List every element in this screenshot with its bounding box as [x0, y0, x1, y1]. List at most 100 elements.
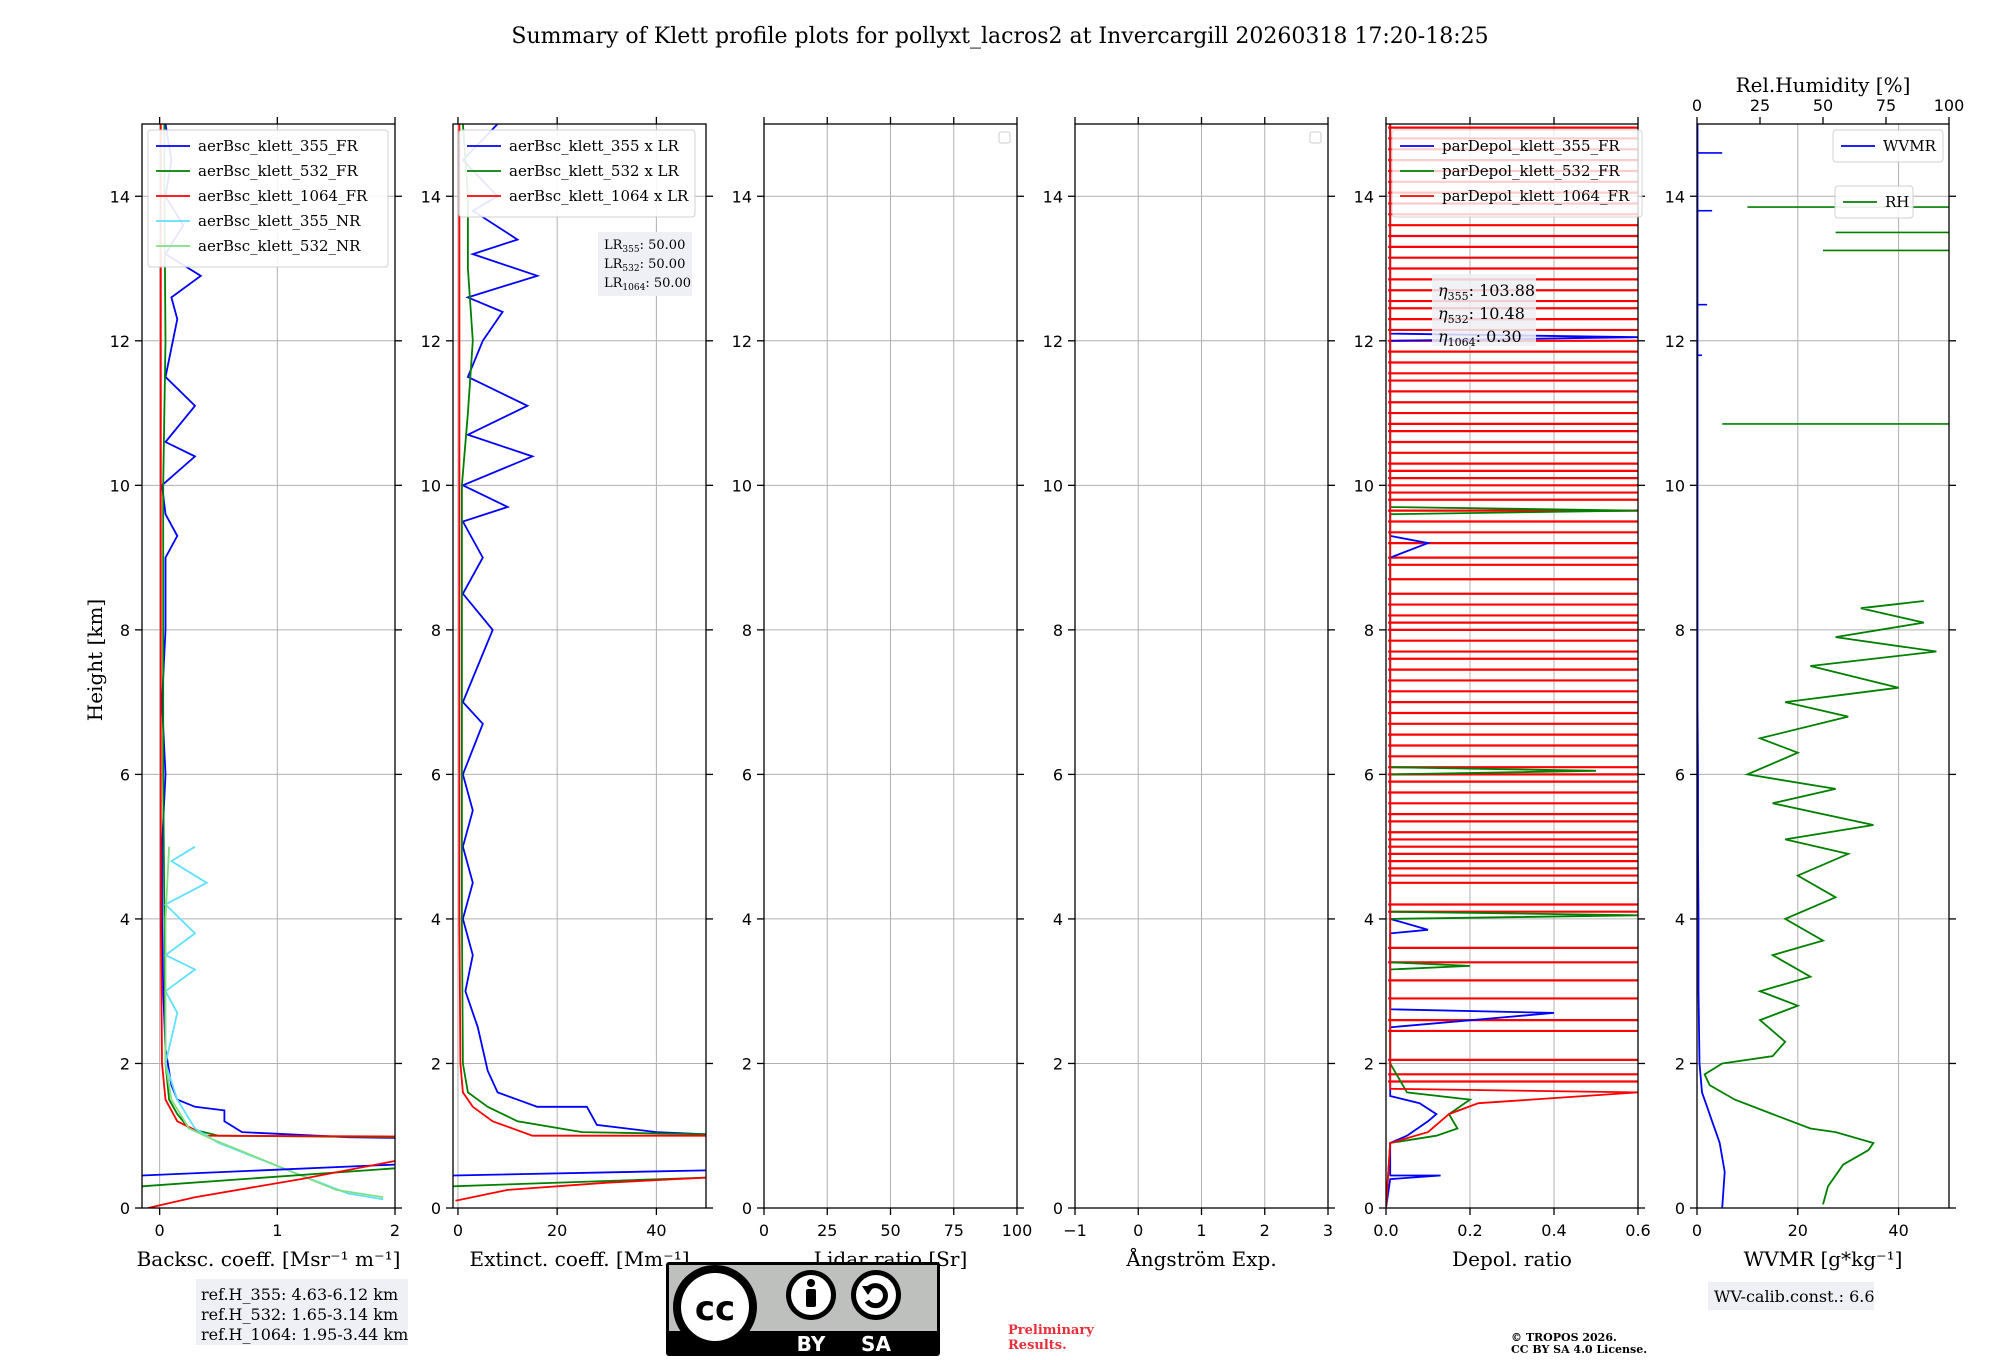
x-axis-label-wvmr: WVMR [g*kg⁻¹] [1744, 1247, 1903, 1271]
eta-value-355: η355: 103.88 [1438, 281, 1535, 303]
y-tick-label: 6 [1053, 765, 1063, 784]
x-tick-label: 0 [453, 1221, 463, 1240]
eta-value-532: η532: 10.48 [1438, 304, 1525, 326]
x-tick-label: 0 [1692, 1221, 1702, 1240]
by-label: BY [797, 1332, 826, 1356]
legend-label-aerBsc_klett_355 x LR: aerBsc_klett_355 x LR [509, 137, 680, 155]
legend-label-parDepol_klett_1064_FR: parDepol_klett_1064_FR [1442, 187, 1630, 205]
axes-frame [1696, 123, 1950, 1209]
sa-icon-arrow [864, 1283, 888, 1309]
x-tick-label: 25 [817, 1221, 837, 1240]
series-line-aerBsc_klett_532_FR [162, 124, 395, 1139]
panel-extinction: 0 20 40 0 2 4 6 8 10 12 14 Extinct. coeff. [Mm⁻¹] ae… [421, 117, 713, 1271]
ref-height-355: ref.H_355: 4.63-6.12 km [201, 1285, 398, 1304]
y-tick-label: 2 [120, 1054, 130, 1073]
series-line-low_355 [142, 1163, 395, 1177]
x-tick-label: 20 [1788, 1221, 1808, 1240]
series-group [1697, 124, 1949, 1208]
y-tick-label: 2 [742, 1054, 752, 1073]
y-tick-label: 8 [431, 621, 441, 640]
y-tick-label: 8 [120, 621, 130, 640]
cc-circle-inner [681, 1273, 749, 1341]
series-line-low_355 [453, 1169, 706, 1177]
y-tick-label: 14 [421, 187, 441, 206]
series-line-WVMR [1697, 124, 1726, 1208]
x-tick-label: 1 [1196, 1221, 1206, 1240]
y-tick-label: 14 [1665, 187, 1685, 206]
sa-icon-arrowhead [862, 1286, 874, 1295]
y-tick-label: 14 [1354, 187, 1374, 206]
series-line-aerBsc_klett_532 x LR [461, 124, 706, 1136]
y-tick-label: 12 [1665, 332, 1685, 351]
x-tick-label: 0.2 [1457, 1221, 1482, 1240]
y-tick-label: 4 [742, 910, 752, 929]
y-tick-label: 0 [431, 1199, 441, 1218]
legend-label-parDepol_klett_355_FR: parDepol_klett_355_FR [1442, 137, 1620, 155]
y-tick-label: 4 [120, 910, 130, 929]
preliminary-line-2: Results. [1008, 1338, 1067, 1353]
y-tick-label: 2 [431, 1054, 441, 1073]
y-tick-label: 2 [1675, 1054, 1685, 1073]
legend-label-aerBsc_klett_532_NR: aerBsc_klett_532_NR [198, 237, 361, 255]
y-tick-label: 12 [1354, 332, 1374, 351]
y-tick-label: 10 [421, 476, 441, 495]
x-tick-label: 0 [759, 1221, 769, 1240]
y-tick-label: 6 [431, 765, 441, 784]
x-axis-label-angstrom: Ångström Exp. [1125, 1246, 1276, 1271]
panel-wvmr: 0 20 40 0 2 4 6 8 10 12 14 WVMR [g*kg⁻¹] 0 25 50 75 100 R… [1665, 73, 1965, 1271]
ref-heights-background [196, 1279, 408, 1345]
rh-tick-label: 75 [1876, 96, 1896, 115]
x-tick-label: 20 [547, 1221, 567, 1240]
y-tick-label: 6 [1364, 765, 1374, 784]
x-tick-label: 2 [390, 1221, 400, 1240]
lr-value-532: LR532: 50.00 [604, 257, 685, 274]
y-tick-label: 8 [1364, 621, 1374, 640]
panel-depol: 0.0 0.2 0.4 0.6 0 2 4 6 8 10 12 14 Depol. ratio parDe… [1354, 117, 1651, 1271]
y-tick-label: 2 [1364, 1054, 1374, 1073]
sa-label: SA [861, 1332, 891, 1356]
legend-box [1391, 129, 1643, 218]
x-axis-label-depol: Depol. ratio [1452, 1247, 1572, 1271]
x-axis-label-backscatter: Backsc. coeff. [Msr⁻¹ m⁻¹] [137, 1247, 401, 1271]
x-tick-label: 3 [1323, 1221, 1333, 1240]
rh-tick-label: 25 [1750, 96, 1770, 115]
axes-frame [1385, 123, 1639, 1209]
eta-box-background [1432, 274, 1536, 346]
y-tick-label: 0 [1364, 1199, 1374, 1218]
x-tick-label: 1 [272, 1221, 282, 1240]
y-tick-label: 4 [1053, 910, 1063, 929]
y-tick-label: 0 [1675, 1199, 1685, 1218]
lr-box-background [598, 232, 692, 296]
x-tick-label: 0.0 [1373, 1221, 1398, 1240]
y-tick-label: 10 [732, 476, 752, 495]
x-tick-label: 100 [1002, 1221, 1033, 1240]
x-tick-label: 0 [155, 1221, 165, 1240]
legend-label-aerBsc_klett_532_FR: aerBsc_klett_532_FR [198, 162, 358, 180]
rh-tick-label: 0 [1692, 96, 1702, 115]
figure-title: Summary of Klett profile plots for polly… [511, 24, 1488, 49]
empty-legend-box [1309, 131, 1322, 144]
series-line-low_532 [142, 1167, 395, 1188]
wv-calib-text: WV-calib.const.: 6.6 [1714, 1287, 1875, 1306]
y-tick-label: 8 [742, 621, 752, 640]
y-tick-label: 14 [1043, 187, 1063, 206]
x-tick-label: 40 [646, 1221, 666, 1240]
copyright-line-2: CC BY SA 4.0 License. [1511, 1343, 1647, 1356]
ref-height-1064: ref.H_1064: 1.95-3.44 km [201, 1325, 408, 1344]
y-tick-label: 2 [1053, 1054, 1063, 1073]
eta-value-1064: η1064: 0.30 [1438, 327, 1522, 349]
x-tick-label: 0.6 [1625, 1221, 1650, 1240]
y-tick-label: 0 [120, 1199, 130, 1218]
wv-calib-box: WV-calib.const.: 6.6 [1708, 1282, 1875, 1310]
legend-box-WVMR [1832, 129, 1944, 163]
copyright-line-1: © TROPOS 2026. [1511, 1331, 1617, 1344]
legend-label-aerBsc_klett_532 x LR: aerBsc_klett_532 x LR [509, 162, 680, 180]
y-tick-label: 6 [1675, 765, 1685, 784]
y-tick-label: 12 [1043, 332, 1063, 351]
axes-frame [141, 123, 396, 1209]
legend-box [147, 129, 389, 268]
x-tick-label: 50 [880, 1221, 900, 1240]
x-tick-label: 0 [1133, 1221, 1143, 1240]
y-tick-label: 8 [1053, 621, 1063, 640]
